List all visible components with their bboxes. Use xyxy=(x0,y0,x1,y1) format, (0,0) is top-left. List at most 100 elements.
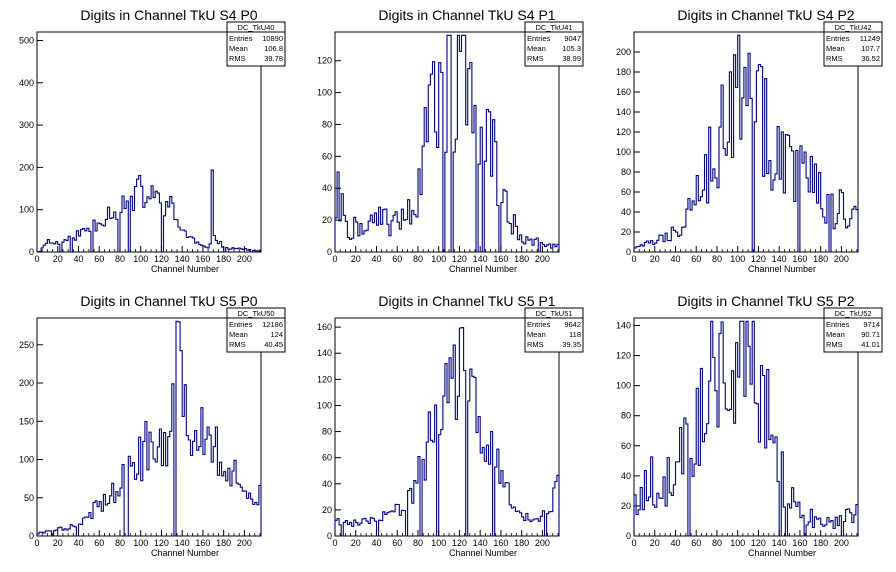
y-tick-label: 0 xyxy=(626,247,631,257)
x-tick-label: 160 xyxy=(792,538,807,548)
x-tick-label: 40 xyxy=(73,254,83,264)
y-tick-label: 200 xyxy=(19,162,34,172)
y-tick-label: 20 xyxy=(322,505,332,515)
x-tick-label: 160 xyxy=(195,538,210,548)
histogram-panel: Digits in Channel TkU S5 P1 0 20 40 60 80 100 1… xyxy=(317,293,584,558)
stats-name: DC_TkU50 xyxy=(237,309,274,318)
y-tick-label: 50 xyxy=(24,493,34,503)
stats-value: 40.45 xyxy=(264,340,283,349)
y-tick-label: 160 xyxy=(317,322,332,332)
x-tick-label: 100 xyxy=(730,254,745,264)
x-tick-label: 180 xyxy=(514,254,529,264)
y-tick-label: 100 xyxy=(19,205,34,215)
x-tick-label: 80 xyxy=(115,538,125,548)
x-tick-label: 140 xyxy=(772,538,787,548)
stats-value: 106.8 xyxy=(264,44,283,53)
histogram-line xyxy=(334,327,560,537)
x-tick-label: 0 xyxy=(631,254,636,264)
x-tick-label: 20 xyxy=(351,538,361,548)
x-tick-label: 80 xyxy=(712,538,722,548)
y-tick-label: 0 xyxy=(29,531,34,541)
stats-label: RMS xyxy=(527,340,544,349)
stats-name: DC_TkU52 xyxy=(834,309,871,318)
x-tick-label: 200 xyxy=(237,538,252,548)
stats-value: 107.7 xyxy=(861,44,880,53)
y-tick-label: 200 xyxy=(19,378,34,388)
x-tick-label: 60 xyxy=(94,254,104,264)
histogram-panel: Digits in Channel TkU S4 P1 0 20 40 60 80 100 1… xyxy=(317,7,584,274)
y-tick-label: 20 xyxy=(322,215,332,225)
x-tick-label: 140 xyxy=(473,254,488,264)
x-tick-label: 120 xyxy=(452,254,467,264)
x-tick-label: 20 xyxy=(53,538,63,548)
x-tick-label: 80 xyxy=(115,254,125,264)
x-tick-label: 80 xyxy=(413,254,423,264)
y-tick-label: 0 xyxy=(327,247,332,257)
x-tick-label: 40 xyxy=(73,538,83,548)
x-tick-label: 180 xyxy=(813,538,828,548)
x-tick-label: 0 xyxy=(34,254,39,264)
stats-box xyxy=(823,21,883,67)
x-tick-label: 140 xyxy=(473,538,488,548)
stats-label: Entries xyxy=(826,320,850,329)
y-tick-label: 80 xyxy=(322,119,332,129)
y-tick-label: 60 xyxy=(322,151,332,161)
x-tick-label: 0 xyxy=(332,254,337,264)
x-tick-label: 120 xyxy=(751,538,766,548)
stats-label: Entries xyxy=(229,34,253,43)
x-tick-label: 0 xyxy=(631,538,636,548)
y-tick-label: 80 xyxy=(621,167,631,177)
chart-title: Digits in Channel TkU S4 P0 xyxy=(80,7,257,23)
stats-value: 9047 xyxy=(564,34,581,43)
x-axis-label: Channel Number xyxy=(449,264,517,274)
x-tick-label: 140 xyxy=(175,538,190,548)
x-tick-label: 120 xyxy=(452,538,467,548)
stats-value: 38.99 xyxy=(562,54,581,63)
stats-value: 10890 xyxy=(262,34,283,43)
stats-label: Entries xyxy=(826,34,850,43)
y-tick-label: 250 xyxy=(19,340,34,350)
stats-name: DC_TkU41 xyxy=(535,23,572,32)
x-axis-label: Channel Number xyxy=(748,264,816,274)
stats-name: DC_TkU42 xyxy=(834,23,871,32)
x-tick-label: 160 xyxy=(493,538,508,548)
x-tick-label: 180 xyxy=(813,254,828,264)
x-tick-label: 100 xyxy=(431,538,446,548)
x-tick-label: 40 xyxy=(371,254,381,264)
stats-label: RMS xyxy=(826,340,843,349)
x-tick-label: 40 xyxy=(371,538,381,548)
x-tick-label: 60 xyxy=(392,254,402,264)
stats-value: 9642 xyxy=(564,320,581,329)
stats-label: Mean xyxy=(229,330,248,339)
y-tick-label: 40 xyxy=(621,471,631,481)
stats-name: DC_TkU51 xyxy=(535,309,572,318)
stats-value: 11249 xyxy=(860,34,880,43)
x-tick-label: 160 xyxy=(195,254,210,264)
x-tick-label: 200 xyxy=(237,254,252,264)
y-tick-label: 200 xyxy=(616,47,631,57)
stats-label: RMS xyxy=(826,54,843,63)
stats-name: DC_TkU40 xyxy=(237,23,274,32)
y-tick-label: 140 xyxy=(616,321,631,331)
y-tick-label: 20 xyxy=(621,227,631,237)
y-tick-label: 100 xyxy=(317,88,332,98)
stats-label: Mean xyxy=(826,44,845,53)
x-tick-label: 60 xyxy=(392,538,402,548)
stats-box xyxy=(524,307,584,353)
x-tick-label: 0 xyxy=(34,538,39,548)
x-tick-label: 0 xyxy=(332,538,337,548)
stats-label: Mean xyxy=(527,330,546,339)
y-tick-label: 100 xyxy=(616,381,631,391)
histogram-line xyxy=(36,320,262,537)
stats-value: 118 xyxy=(569,330,581,339)
x-tick-label: 20 xyxy=(351,254,361,264)
stats-box xyxy=(823,307,883,353)
y-tick-label: 40 xyxy=(322,479,332,489)
x-tick-label: 180 xyxy=(216,538,231,548)
y-tick-label: 160 xyxy=(616,87,631,97)
stats-label: Entries xyxy=(229,320,253,329)
y-tick-label: 60 xyxy=(621,187,631,197)
stats-label: Mean xyxy=(527,44,546,53)
x-tick-label: 60 xyxy=(691,538,701,548)
